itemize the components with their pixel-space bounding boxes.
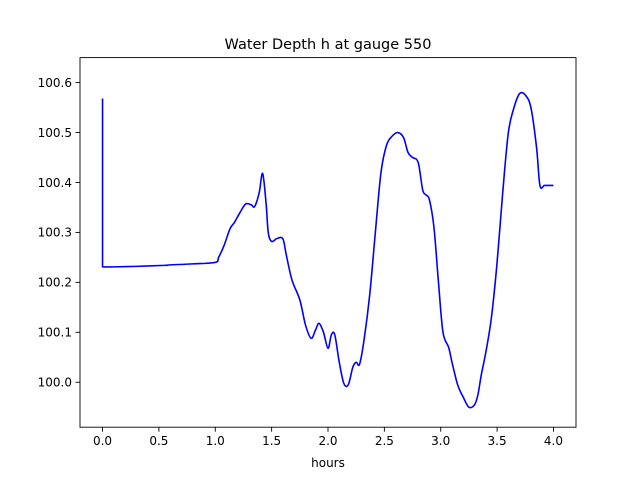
x-tick-label: 4.0 [544, 434, 563, 448]
x-tick-label: 3.0 [431, 434, 450, 448]
y-tick-label: 100.6 [38, 76, 72, 90]
series-line [101, 91, 554, 409]
y-axis: 100.0 100.1 100.2 100.3 100.4 100.5 100.6 [38, 76, 80, 390]
series-layer [101, 91, 554, 409]
x-tick-label: 2.0 [318, 434, 337, 448]
y-tick-label: 100.4 [38, 176, 72, 190]
x-tick-label: 1.5 [262, 434, 281, 448]
y-tick-label: 100.2 [38, 276, 72, 290]
chart-title: Water Depth h at gauge 550 [225, 37, 432, 53]
y-tick-label: 100.3 [38, 226, 72, 240]
x-tick-label: 2.5 [375, 434, 394, 448]
x-tick-label: 0.0 [93, 434, 112, 448]
x-axis: 0.0 0.5 1.0 1.5 2.0 2.5 3.0 3.5 4.0 [93, 427, 563, 448]
x-axis-label: hours [311, 456, 345, 470]
y-tick-label: 100.1 [38, 326, 72, 340]
y-tick-label: 100.0 [38, 376, 72, 390]
plot-area [79, 57, 577, 428]
x-tick-label: 0.5 [149, 434, 168, 448]
x-tick-label: 3.5 [488, 434, 507, 448]
y-tick-label: 100.5 [38, 126, 72, 140]
x-tick-label: 1.0 [206, 434, 225, 448]
